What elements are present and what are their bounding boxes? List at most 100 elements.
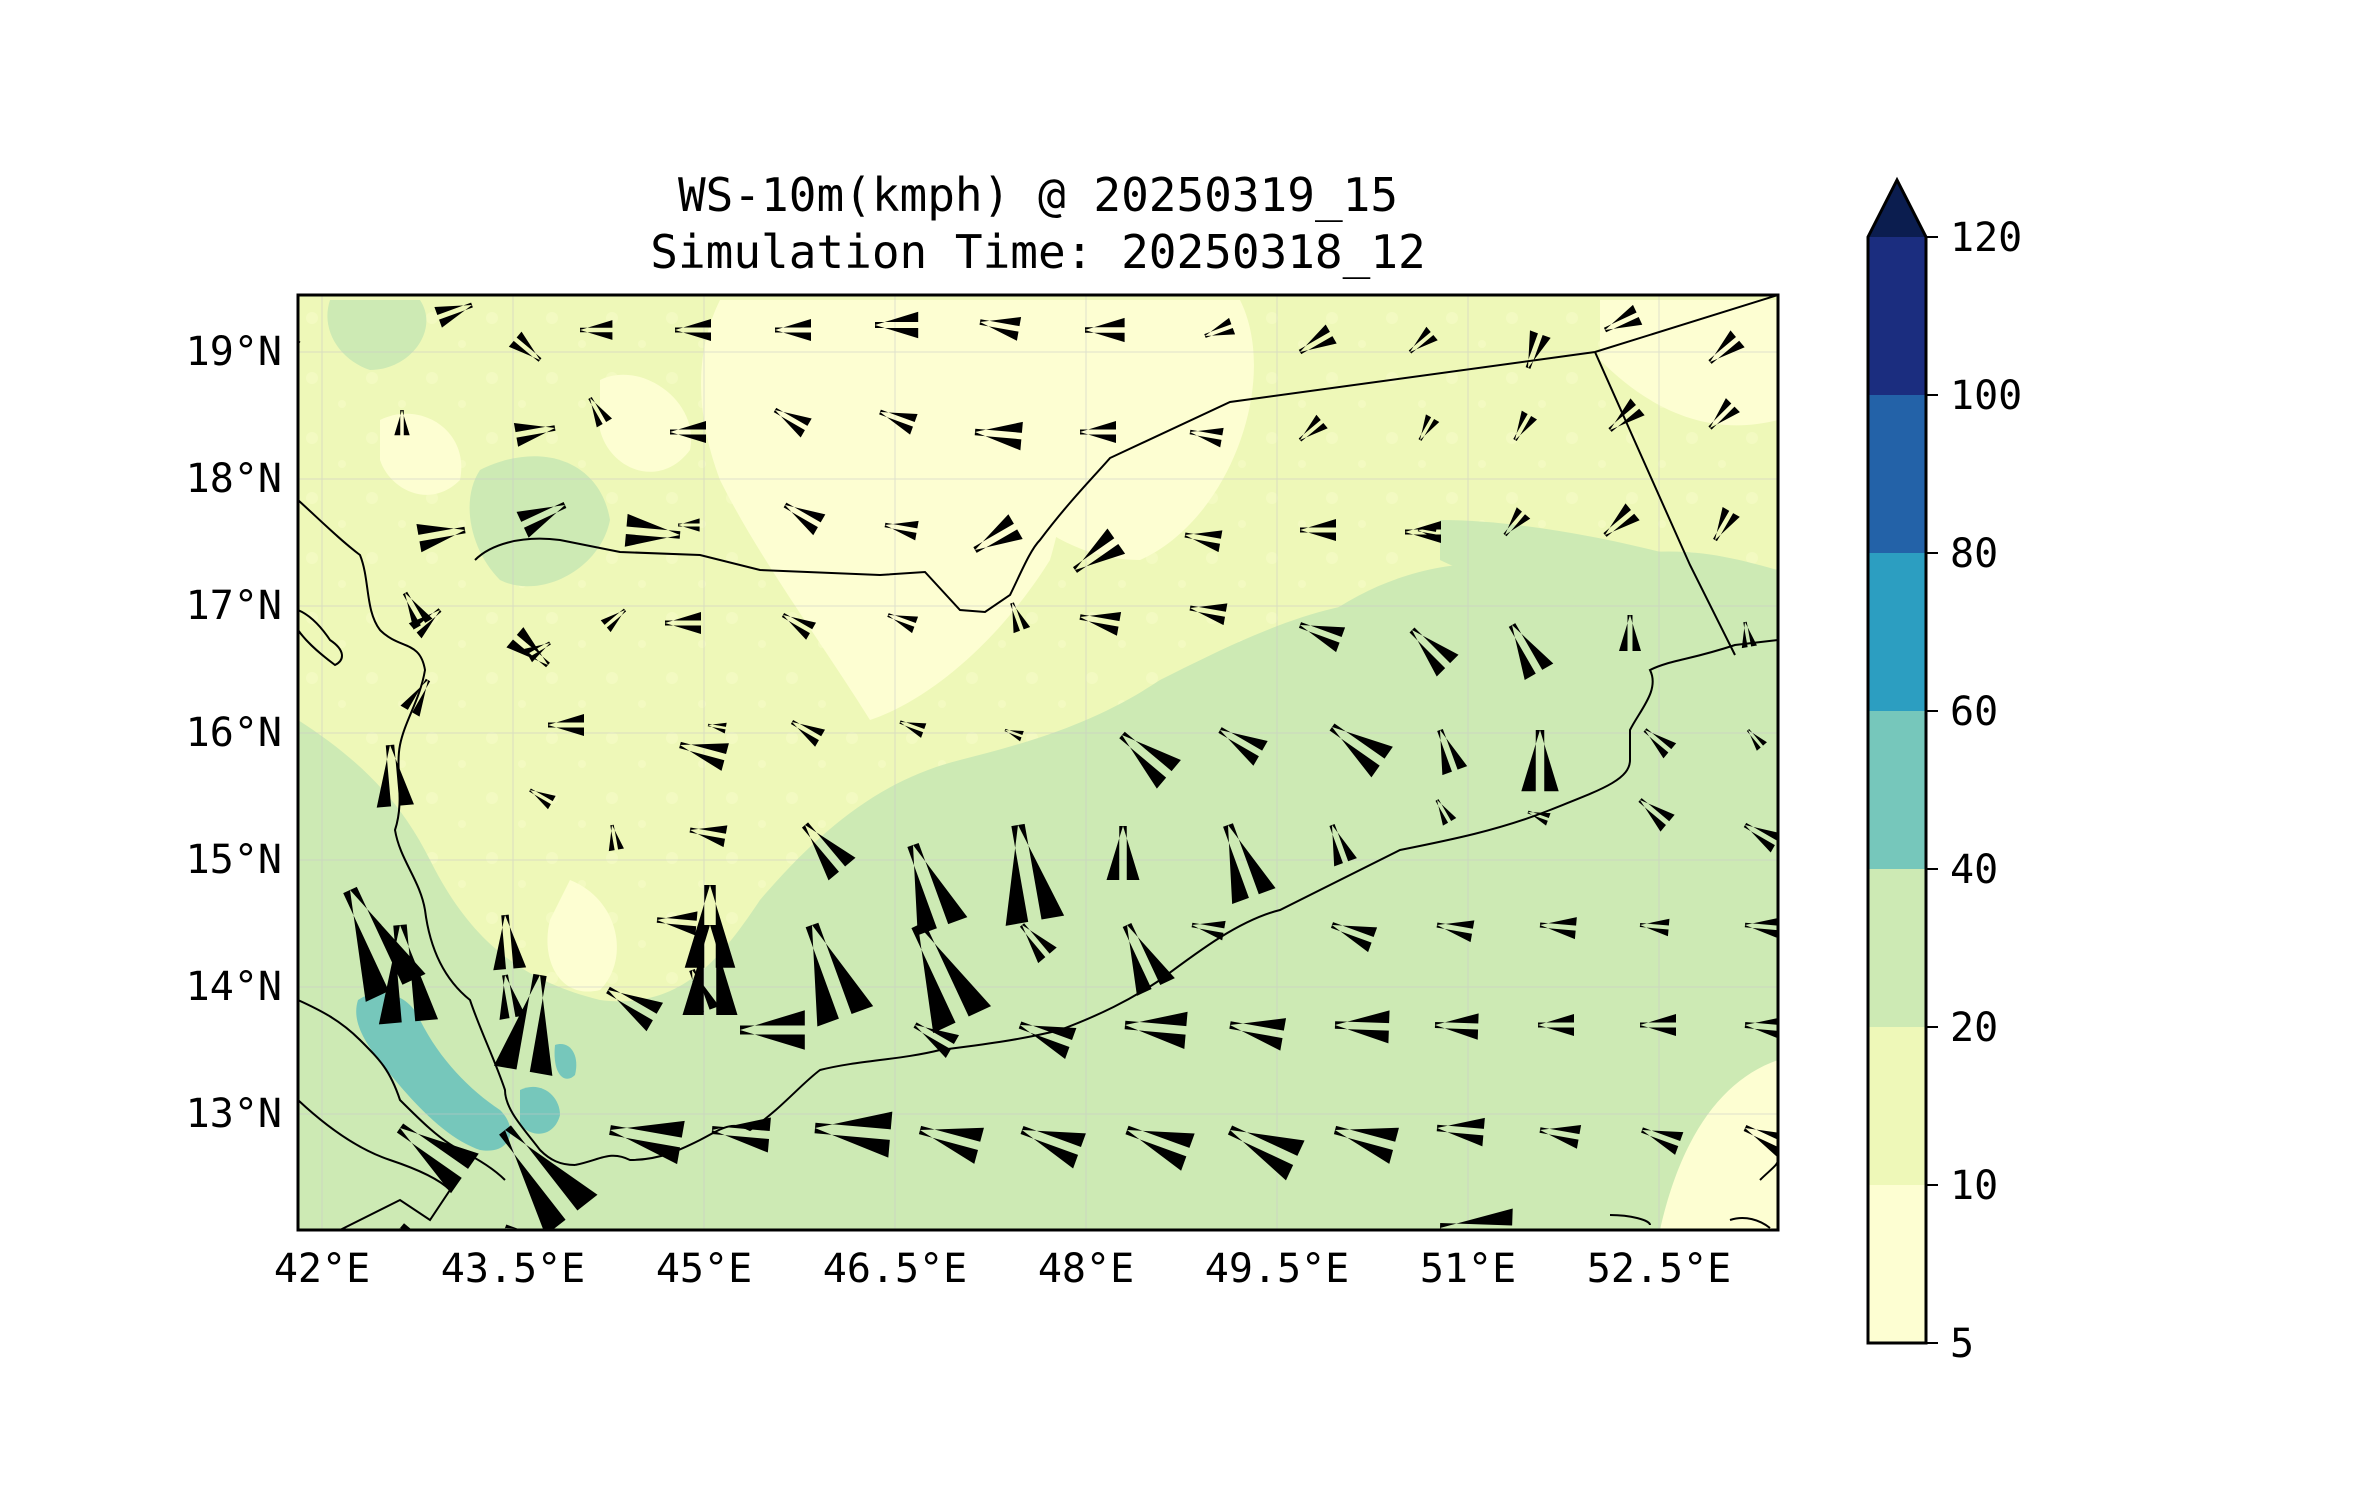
wind-arrow xyxy=(1334,1010,1390,1044)
wind-arrow xyxy=(1619,615,1641,651)
wind-arrow xyxy=(1298,324,1337,355)
wind-arrow xyxy=(1223,823,1276,904)
wind-arrow xyxy=(394,410,410,436)
wind-arrow xyxy=(434,302,473,328)
wind-arrow xyxy=(1085,317,1125,343)
lon-tick-label: 49.5°E xyxy=(1205,1246,1350,1292)
wind-arrow xyxy=(1106,826,1140,880)
lat-tick-label: 15°N xyxy=(186,837,282,883)
wind-arrow xyxy=(979,316,1022,341)
lat-tick-label: 16°N xyxy=(186,710,282,756)
coastlines-and-borders xyxy=(298,295,1778,1230)
wind-arrow xyxy=(1643,728,1677,759)
wind-arrow xyxy=(689,968,720,1016)
wind-arrow xyxy=(1298,622,1346,653)
colorbar-tick-label: 120 xyxy=(1950,215,2022,261)
wind-arrow xyxy=(1508,623,1554,681)
wind-arrow xyxy=(1521,730,1559,792)
colorbar-segment-10-20 xyxy=(1868,1027,1926,1185)
wind-arrow xyxy=(1119,731,1181,789)
wind-arrow xyxy=(1641,1127,1684,1155)
wind-arrow xyxy=(508,331,542,362)
colorbar-tick-label: 80 xyxy=(1950,531,1998,577)
longitude-axis: 42°E 43.5°E 45°E 46.5°E 48°E 49.5°E 51°E… xyxy=(274,1246,1731,1292)
wind-arrow xyxy=(1020,1126,1086,1169)
colorbar-tick-label: 40 xyxy=(1950,847,1998,893)
wind-arrow xyxy=(740,1010,805,1050)
wind-arrow xyxy=(1329,723,1393,778)
wind-arrow xyxy=(1124,1011,1188,1049)
map-frame xyxy=(296,293,1780,1232)
figure-title-line-2: Simulation Time: 20250318_12 xyxy=(650,225,1425,279)
wind-arrow xyxy=(679,741,729,771)
wind-arrow xyxy=(783,502,826,536)
wind-arrow xyxy=(884,520,919,541)
wind-arrow xyxy=(1122,922,1175,996)
wind-arrow xyxy=(1434,1013,1479,1040)
wind-band-40-60 xyxy=(356,992,577,1151)
wind-arrow xyxy=(376,744,414,808)
wind-arrow xyxy=(513,422,556,447)
wind-arrow xyxy=(1638,798,1675,832)
wind-arrow xyxy=(499,974,526,1020)
wind-arrow xyxy=(1744,917,1778,938)
map-panel xyxy=(298,295,1778,1230)
wind-arrow xyxy=(1513,410,1538,442)
lat-tick-label: 14°N xyxy=(186,964,282,1010)
wind-arrow xyxy=(588,396,613,428)
wind-arrow xyxy=(608,824,624,852)
wind-arrow xyxy=(1539,917,1577,940)
wind-arrow xyxy=(516,502,567,538)
wind-arrow xyxy=(1229,1018,1287,1051)
wind-arrow xyxy=(1019,923,1057,964)
colorbar-segment-40-60 xyxy=(1868,711,1926,869)
wind-arrow xyxy=(1741,621,1757,649)
wind-arrow xyxy=(907,842,968,936)
wind-arrow xyxy=(396,1123,479,1194)
wind-arrow xyxy=(506,627,550,668)
lon-tick-label: 46.5°E xyxy=(823,1246,968,1292)
wind-vectors xyxy=(298,302,1778,1230)
wind-arrow xyxy=(801,822,856,881)
wind-arrow xyxy=(1300,519,1336,541)
colorbar-tick-label: 10 xyxy=(1950,1163,1998,1209)
colorbar-tick-label: 5 xyxy=(1950,1321,1974,1367)
lat-tick-label: 18°N xyxy=(186,456,282,502)
wind-arrow xyxy=(1010,602,1031,634)
wind-arrow xyxy=(973,514,1023,553)
wind-arrow xyxy=(781,613,817,640)
wind-arrow xyxy=(1539,1124,1582,1149)
wind-arrow xyxy=(1072,528,1126,573)
wind-arrow xyxy=(879,409,918,435)
wind-arrow xyxy=(1005,823,1065,926)
wind-arrow xyxy=(707,722,727,734)
lat-tick-label: 13°N xyxy=(186,1091,282,1137)
wind-arrow xyxy=(887,613,919,634)
red-sea-coast-east xyxy=(298,499,576,1166)
figure-title-line-1: WS-10m(kmph) @ 20250319_15 xyxy=(678,168,1398,222)
wind-arrow xyxy=(1743,1125,1778,1161)
wind-arrow xyxy=(773,407,812,438)
wind-arrow xyxy=(1603,304,1643,333)
wind-arrow xyxy=(416,524,466,553)
wind-arrow xyxy=(1329,824,1357,867)
wind-arrow xyxy=(1189,603,1228,626)
wind-arrow xyxy=(606,986,664,1032)
wind-arrow xyxy=(1004,728,1024,742)
wind-arrow xyxy=(911,921,992,1034)
wind-arrow xyxy=(665,612,701,634)
wind-arrow xyxy=(580,320,613,340)
wind-arrow xyxy=(1713,506,1740,542)
wind-arrow xyxy=(548,714,584,736)
colorbar-segment-80-100 xyxy=(1868,395,1926,553)
wind-arrow xyxy=(1436,1117,1485,1147)
colorbar-segment-100-120 xyxy=(1868,237,1926,395)
wind-arrow xyxy=(609,1120,685,1165)
wind-arrow xyxy=(711,1117,771,1153)
wind-arrow xyxy=(378,924,439,1025)
wind-arrow xyxy=(1191,920,1226,941)
lon-tick-label: 48°E xyxy=(1038,1246,1134,1292)
wind-arrow xyxy=(913,1022,960,1059)
lon-tick-label: 52.5°E xyxy=(1587,1246,1732,1292)
